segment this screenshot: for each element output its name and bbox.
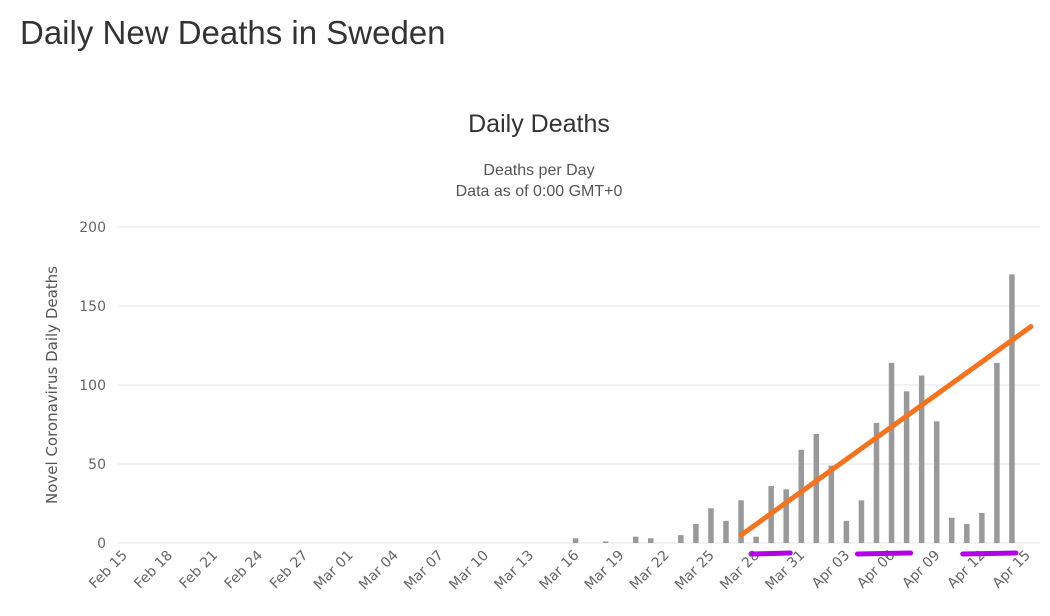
- bar: [858, 500, 865, 543]
- x-tick-label: Apr 03: [809, 548, 853, 592]
- y-tick-label: 200: [79, 220, 106, 236]
- bars: [572, 274, 1015, 543]
- x-tick-label: Mar 10: [446, 548, 492, 594]
- bar: [572, 538, 579, 543]
- x-tick-label: Mar 01: [311, 548, 357, 594]
- x-tick-label: Mar 25: [672, 548, 718, 594]
- chart-subtitle-line-1: Deaths per Day: [483, 162, 595, 179]
- x-tick-label: Mar 04: [356, 547, 402, 593]
- x-tick-label: Mar 07: [401, 548, 447, 594]
- y-tick-label: 50: [88, 457, 106, 473]
- chart-subtitle: Deaths per Day Data as of 0:00 GMT+0: [0, 160, 1050, 202]
- bar: [753, 536, 759, 543]
- bar: [918, 375, 925, 543]
- trend-line: [738, 324, 1034, 538]
- annotation-underline: [854, 550, 914, 557]
- bar: [949, 517, 955, 543]
- bar: [903, 391, 910, 543]
- bar: [933, 421, 940, 543]
- bar: [979, 512, 985, 543]
- bar: [1009, 274, 1015, 543]
- bar: [994, 362, 1000, 543]
- annotation-underline: [749, 550, 793, 557]
- bar: [678, 535, 684, 543]
- gridlines: [118, 226, 1040, 544]
- bar: [708, 508, 714, 543]
- bar: [888, 362, 895, 543]
- bar: [738, 500, 744, 543]
- x-tick-label: Feb 15: [86, 548, 131, 593]
- y-axis-title: Novel Coronavirus Daily Deaths: [43, 266, 61, 504]
- x-tick-label: Mar 13: [491, 548, 537, 594]
- bar: [843, 520, 850, 543]
- bar: [648, 538, 654, 543]
- bar: [873, 422, 880, 543]
- bar: [693, 524, 699, 543]
- y-tick-label: 150: [79, 299, 106, 315]
- overlays: [738, 324, 1034, 557]
- x-tick-label: Mar 19: [582, 548, 628, 594]
- chart-subtitle-line-2: Data as of 0:00 GMT+0: [455, 183, 623, 200]
- bar: [964, 524, 970, 543]
- x-tick-label: Feb 18: [131, 548, 176, 593]
- x-tick-label: Mar 22: [627, 548, 673, 594]
- chart-title: Daily Deaths: [468, 110, 610, 138]
- y-tick-label: 0: [97, 536, 106, 552]
- bar: [723, 520, 729, 543]
- x-tick-label: Mar 16: [537, 547, 583, 593]
- bar: [828, 465, 835, 543]
- bar: [798, 449, 804, 543]
- bar: [602, 541, 609, 543]
- bar: [813, 433, 820, 543]
- page-title: Daily New Deaths in Sweden: [20, 14, 446, 51]
- annotation-underline: [960, 550, 1019, 557]
- y-tick-label: 100: [79, 378, 106, 394]
- x-tick-label: Feb 21: [177, 548, 222, 593]
- bar: [783, 489, 789, 543]
- bar: [632, 536, 639, 543]
- x-tick-label: Feb 24: [222, 547, 267, 592]
- x-tick-label: Feb 27: [267, 548, 312, 593]
- y-axis-ticks: 0 50 100 150 200: [79, 220, 106, 552]
